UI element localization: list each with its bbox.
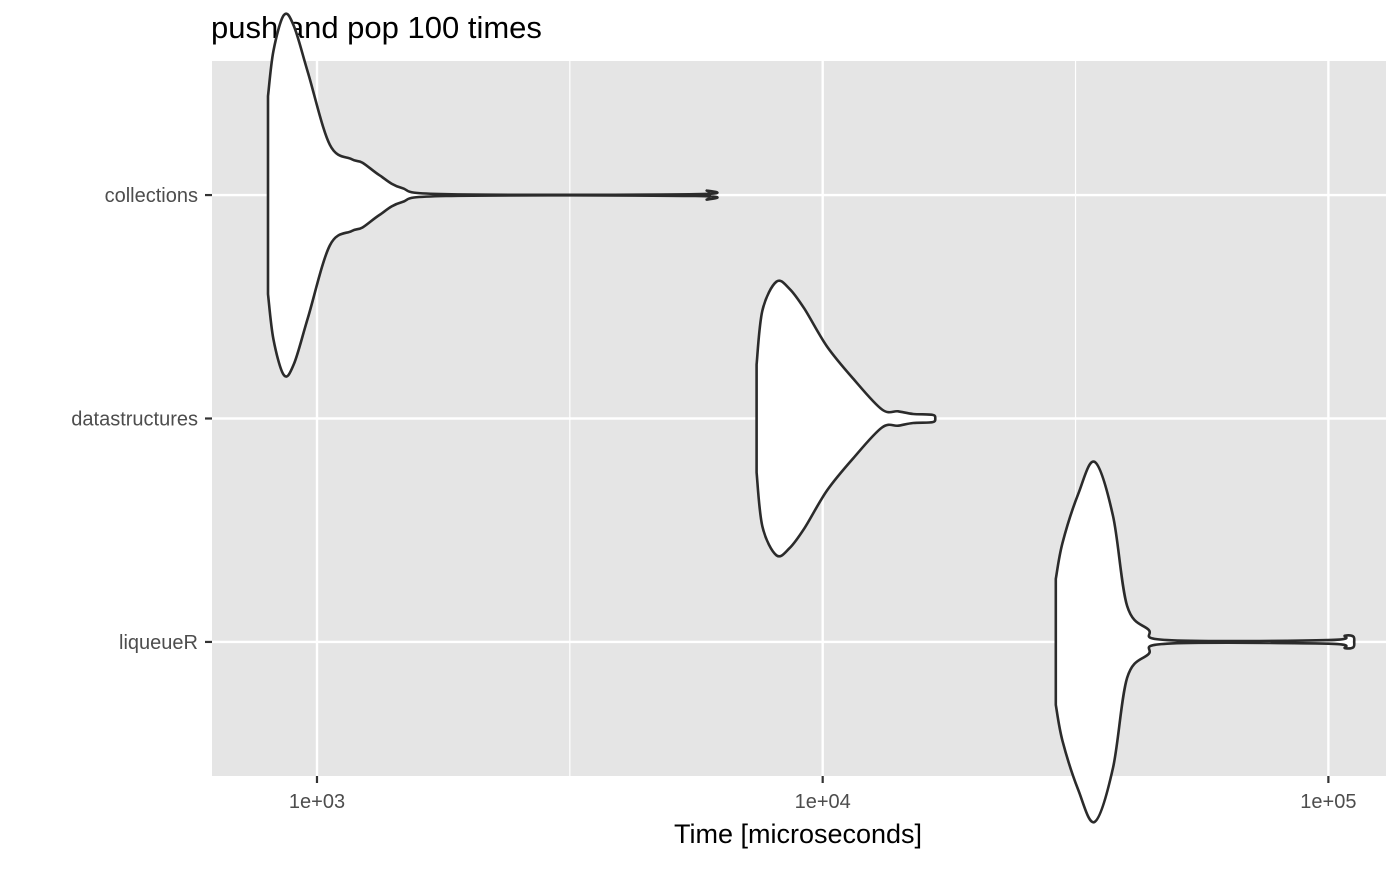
y-tick-label-datastructures: datastructures [71, 409, 198, 431]
y-tick-label-collections: collections [105, 185, 198, 207]
x-tick-label: 1e+05 [1300, 791, 1356, 813]
violins [266, 12, 1356, 824]
axes: collections datastructures liqueueR 1e+03 1e… [71, 185, 1356, 813]
violin-collections [266, 12, 719, 378]
violin-datastructures [755, 279, 937, 558]
x-tick-label: 1e+04 [795, 791, 851, 813]
chart-title: push and pop 100 times [211, 10, 542, 45]
y-tick-label-liqueueR: liqueueR [119, 632, 198, 654]
x-tick-label: 1e+03 [289, 791, 345, 813]
violin-liqueueR [1054, 460, 1356, 824]
x-axis-title: Time [microseconds] [674, 819, 922, 849]
